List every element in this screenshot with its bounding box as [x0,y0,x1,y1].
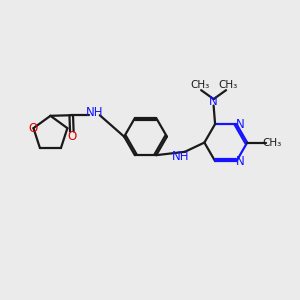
Text: N: N [236,118,245,130]
Text: O: O [67,130,76,143]
Text: NH: NH [172,150,189,164]
Text: N: N [209,95,218,108]
Text: CH₃: CH₃ [262,138,282,148]
Text: NH: NH [86,106,103,119]
Text: O: O [28,122,37,135]
Text: N: N [236,154,245,168]
Text: CH₃: CH₃ [218,80,237,90]
Text: CH₃: CH₃ [190,80,209,90]
